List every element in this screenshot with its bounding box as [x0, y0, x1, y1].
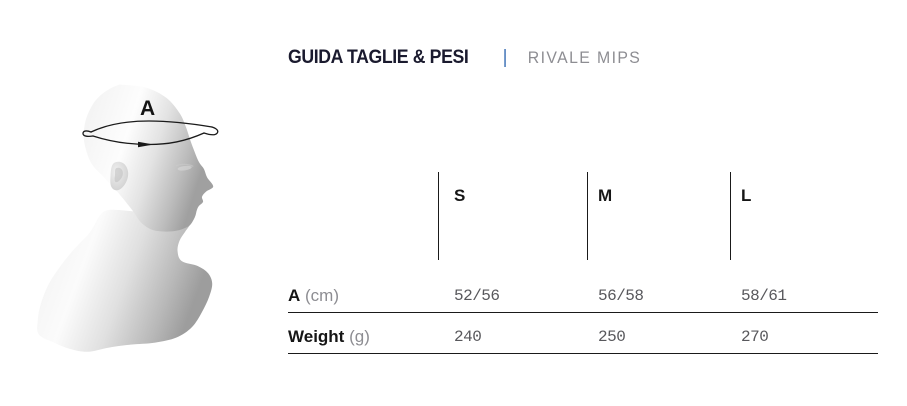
- svg-text:A: A: [140, 97, 155, 120]
